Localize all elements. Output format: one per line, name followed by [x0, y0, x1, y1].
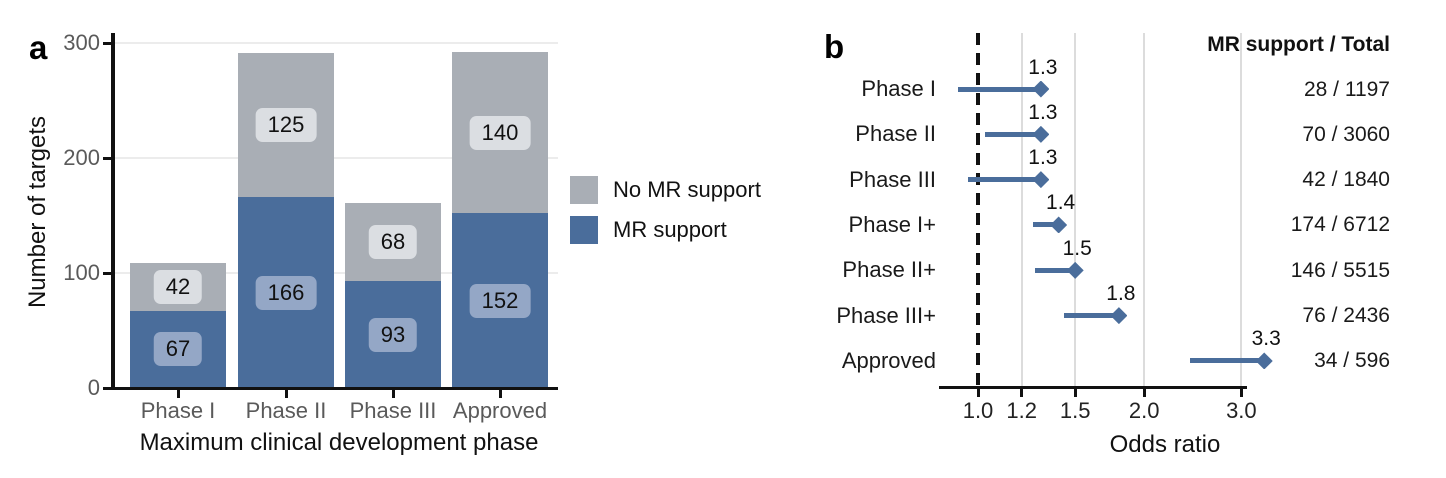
forest-diamond-marker [1110, 307, 1128, 325]
forest-ci-line [985, 131, 1041, 137]
legend-item-mr-support: MR support [570, 216, 761, 244]
panel-a-x-axis-title: Maximum clinical development phase [139, 429, 539, 456]
y-tick-mark [103, 156, 111, 160]
y-tick-label: 300 [63, 30, 100, 55]
legend-label-mr-support: MR support [613, 217, 727, 242]
gridline-x-1.2 [1020, 33, 1023, 387]
x-tick-label: Approved [452, 398, 548, 423]
x-tick-label: Phase III [349, 398, 437, 423]
forest-diamond-marker [1032, 171, 1050, 189]
gridline-x-3 [1240, 33, 1243, 387]
forest-row-label: Phase III [849, 166, 936, 192]
bar-value-label-mr-support: 67 [153, 332, 203, 367]
bar-value-label-mr-support: 166 [255, 275, 317, 310]
forest-row-label: Phase II+ [842, 257, 936, 283]
counts-value: 28 / 1197 [1303, 77, 1390, 101]
legend-label-no-mr-support: No MR support [613, 177, 761, 202]
forest-ci-line [1033, 222, 1059, 228]
x-tick-label: 1.5 [1059, 398, 1091, 423]
x-tick-label: 1.0 [962, 398, 994, 423]
odds-ratio-value-label: 1.4 [1046, 191, 1076, 215]
panel-b-x-axis-title: Odds ratio [1109, 431, 1221, 458]
x-tick-mark [1073, 389, 1077, 397]
x-axis-line [939, 385, 1247, 389]
x-tick-label: Phase I [140, 398, 216, 423]
y-tick-label: 100 [63, 260, 100, 285]
forest-diamond-marker [1032, 80, 1050, 98]
x-tick-mark [1020, 389, 1024, 397]
counts-value: 70 / 3060 [1302, 122, 1390, 146]
legend-item-no-mr-support: No MR support [570, 176, 761, 204]
gridline-y-200 [113, 157, 558, 159]
y-tick-mark [103, 41, 111, 45]
forest-diamond-marker [1066, 261, 1084, 279]
bar-value-label-mr-support: 152 [469, 283, 531, 318]
x-axis-line [110, 386, 558, 390]
forest-row-label: Approved [841, 347, 936, 373]
counts-value: 146 / 5515 [1290, 258, 1390, 282]
forest-ci-line [968, 177, 1041, 183]
counts-value: 42 / 1840 [1302, 168, 1390, 192]
gridline-x-2 [1143, 33, 1146, 387]
odds-ratio-value-label: 3.3 [1251, 327, 1281, 351]
odds-ratio-value-label: 1.5 [1062, 236, 1092, 260]
counts-value: 34 / 596 [1314, 349, 1390, 373]
bar-value-label-no-mr-support: 68 [368, 224, 418, 259]
x-tick-label: 3.0 [1226, 398, 1257, 423]
y-tick-mark [103, 271, 111, 275]
x-tick-mark [1142, 389, 1146, 397]
x-tick-mark [176, 390, 180, 398]
x-tick-mark [976, 389, 980, 397]
forest-diamond-marker [1255, 352, 1273, 370]
odds-ratio-value-label: 1.3 [1028, 100, 1058, 124]
odds-ratio-value-label: 1.8 [1106, 282, 1136, 306]
bar-value-label-no-mr-support: 125 [255, 108, 317, 143]
gridline-y-300 [113, 42, 558, 44]
forest-row-label: Phase I [861, 76, 936, 101]
odds-ratio-value-label: 1.3 [1028, 146, 1058, 170]
forest-ci-line [1063, 313, 1119, 319]
y-tick-label: 200 [63, 145, 100, 170]
forest-row-label: Phase II [855, 121, 936, 147]
forest-row-label: Phase III+ [836, 302, 936, 328]
gridline-y-100 [113, 272, 558, 274]
forest-ci-line [1189, 358, 1265, 364]
x-tick-mark [498, 390, 502, 398]
panel-b-column-header: MR support / Total [1207, 33, 1390, 56]
panel-b-letter: b [824, 28, 845, 65]
counts-value: 174 / 6712 [1290, 213, 1390, 237]
forest-ci-line [958, 86, 1041, 92]
y-tick-mark [103, 386, 111, 390]
legend-swatch-no-mr-support [570, 176, 598, 204]
x-tick-label: Phase II [245, 398, 327, 423]
forest-diamond-marker [1050, 216, 1068, 234]
x-tick-label: 1.2 [1006, 398, 1037, 423]
forest-ci-line [1035, 267, 1076, 273]
x-tick-mark [284, 390, 288, 398]
odds-ratio-value-label: 1.3 [1028, 55, 1058, 79]
x-tick-mark [391, 390, 395, 398]
x-tick-label: 2.0 [1128, 398, 1160, 423]
panel-a-legend: No MR support MR support [570, 176, 761, 256]
y-axis-line [111, 33, 115, 390]
bar-value-label-no-mr-support: 140 [469, 115, 531, 150]
legend-swatch-mr-support [570, 216, 598, 244]
counts-value: 76 / 2436 [1302, 304, 1390, 328]
y-tick-label: 0 [87, 375, 100, 400]
bar-value-label-no-mr-support: 42 [153, 269, 203, 304]
forest-row-label: Phase I+ [848, 211, 936, 237]
gridline-x-1.5 [1074, 33, 1077, 387]
bar-value-label-mr-support: 93 [368, 317, 418, 352]
reference-line-dashed [976, 33, 980, 387]
panel-a-letter: a [29, 29, 48, 66]
forest-diamond-marker [1032, 125, 1050, 143]
x-tick-mark [1239, 389, 1243, 397]
